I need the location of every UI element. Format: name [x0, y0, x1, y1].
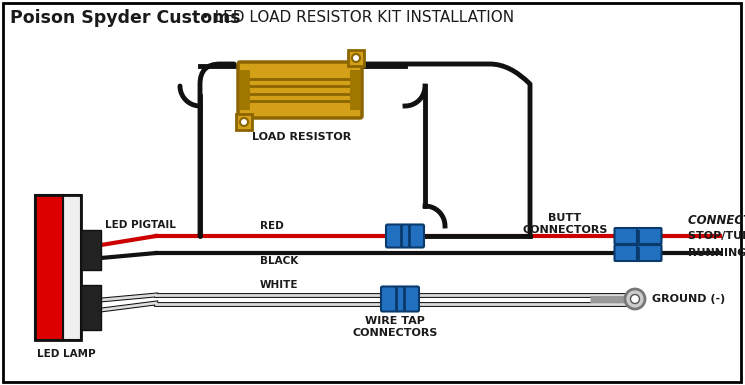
Text: WHITE: WHITE [260, 280, 299, 290]
Circle shape [630, 295, 639, 303]
Text: BUTT
CONNECTORS: BUTT CONNECTORS [522, 213, 608, 234]
Text: CONNECT TO:: CONNECT TO: [688, 214, 745, 226]
Text: STOP/TURN LIGHTS (+): STOP/TURN LIGHTS (+) [688, 231, 745, 241]
Text: GROUND (-): GROUND (-) [652, 294, 725, 304]
Text: LOAD RESISTOR: LOAD RESISTOR [252, 132, 351, 142]
Text: RED: RED [260, 221, 284, 231]
FancyBboxPatch shape [381, 286, 419, 311]
Bar [236, 114, 252, 130]
Text: LED PIGTAIL: LED PIGTAIL [105, 220, 176, 230]
Text: • LED LOAD RESISTOR KIT INSTALLATION: • LED LOAD RESISTOR KIT INSTALLATION [196, 10, 514, 25]
Bar [63, 195, 81, 340]
Bar [240, 70, 250, 110]
FancyBboxPatch shape [637, 228, 662, 244]
FancyBboxPatch shape [386, 224, 424, 248]
Text: LED LAMP: LED LAMP [37, 349, 95, 359]
FancyBboxPatch shape [615, 228, 641, 244]
FancyBboxPatch shape [615, 245, 641, 261]
Bar [81, 230, 101, 270]
Bar [348, 50, 364, 66]
Text: BLACK: BLACK [260, 256, 298, 266]
Bar [35, 195, 81, 340]
Text: Poison Spyder Customs: Poison Spyder Customs [10, 9, 241, 27]
Text: WIRE TAP
CONNECTORS: WIRE TAP CONNECTORS [352, 316, 438, 338]
Bar [81, 285, 101, 330]
FancyBboxPatch shape [238, 62, 362, 118]
Circle shape [240, 118, 248, 126]
Bar [350, 70, 360, 110]
Text: RUNNING LIGHTS (+): RUNNING LIGHTS (+) [688, 248, 745, 258]
Bar [35, 195, 63, 340]
Circle shape [352, 54, 360, 62]
Circle shape [625, 289, 645, 309]
FancyBboxPatch shape [637, 245, 662, 261]
